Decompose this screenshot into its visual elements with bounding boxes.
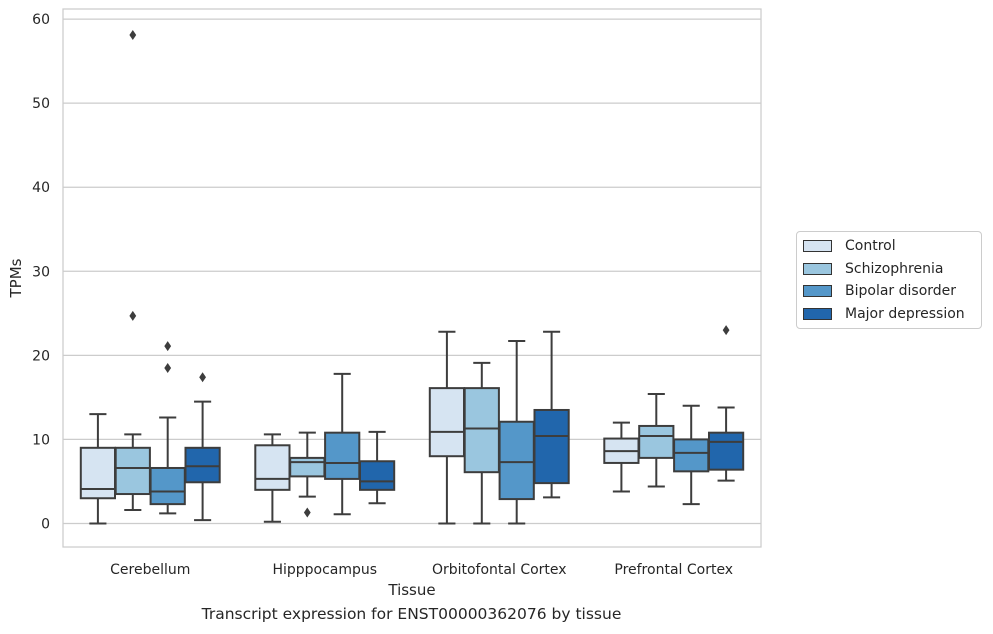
outlier-point [129, 30, 137, 41]
iqr-box [638, 424, 675, 459]
outlier-point [129, 310, 137, 321]
y-tick-label: 20 [32, 348, 50, 364]
legend-swatch [803, 307, 832, 320]
x-tick-label: Prefrontal Cortex [614, 562, 733, 578]
y-tick-label: 60 [32, 12, 50, 28]
box-major-depression [184, 372, 221, 522]
box-schizophrenia [638, 393, 675, 488]
y-tick-label: 0 [41, 516, 50, 532]
y-tick-label: 40 [32, 180, 50, 196]
box-bipolar-disorder [149, 341, 186, 515]
legend-swatch [803, 262, 832, 275]
box-major-depression [533, 330, 570, 499]
outlier-point [164, 341, 172, 352]
box-major-depression [707, 325, 745, 482]
legend-swatch [803, 285, 832, 298]
y-tick-label: 50 [32, 96, 50, 112]
outlier-point [164, 362, 172, 373]
iqr-box [673, 438, 710, 473]
box-control [254, 433, 291, 523]
iqr-box [289, 456, 326, 478]
outlier-point [722, 325, 730, 336]
iqr-box [114, 446, 151, 496]
x-tick-label: Orbitofontal Cortex [432, 562, 567, 578]
legend-label: Control [845, 238, 896, 255]
legend-label: Schizophrenia [845, 260, 944, 277]
legend-item: Schizophrenia [797, 258, 981, 281]
box-major-depression [358, 430, 396, 505]
iqr-box [184, 446, 221, 484]
y-axis-label: TPMs [7, 258, 25, 298]
iqr-box [533, 408, 570, 485]
box-bipolar-disorder [498, 340, 535, 525]
box-bipolar-disorder [324, 372, 361, 516]
y-tick-label: 10 [32, 432, 50, 448]
box-series [79, 30, 745, 525]
outlier-point [303, 507, 311, 518]
box-schizophrenia [289, 431, 326, 518]
legend: Control Schizophrenia Bipolar disorder Majo… [796, 231, 982, 329]
plot-frame [62, 8, 762, 548]
y-tick-label: 30 [32, 264, 50, 280]
box-control [79, 413, 117, 525]
box-bipolar-disorder [673, 404, 710, 506]
box-schizophrenia [463, 361, 500, 525]
x-tick-label: Cerebellum [110, 562, 190, 578]
iqr-box [498, 420, 535, 501]
legend-item: Control [797, 235, 981, 258]
legend-item: Bipolar disorder [797, 280, 981, 303]
legend-swatch [803, 240, 832, 253]
iqr-box [428, 387, 466, 458]
outlier-point [199, 372, 206, 383]
x-axis-label: Tissue [387, 581, 435, 599]
legend-label: Bipolar disorder [845, 283, 957, 300]
iqr-box [254, 444, 291, 491]
x-tick-label: Hipppocampus [272, 562, 377, 578]
iqr-box [149, 466, 186, 506]
chart-caption: Transcript expression for ENST0000036207… [201, 605, 622, 623]
box-control [603, 421, 640, 493]
iqr-box [463, 387, 500, 474]
box-schizophrenia [114, 310, 151, 512]
iqr-box [79, 446, 117, 500]
iqr-box [707, 431, 745, 471]
iqr-box [358, 460, 396, 491]
legend-item: Major depression [797, 303, 981, 326]
legend-label: Major depression [845, 305, 965, 322]
tick-labels: 0 10 20 30 40 50 60 Cerebellum Hipppocampus Orbit… [32, 12, 733, 578]
iqr-box [324, 431, 361, 480]
gridlines [63, 18, 761, 525]
box-control [428, 330, 466, 525]
